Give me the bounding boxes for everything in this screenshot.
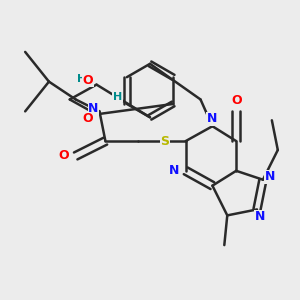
Text: N: N (169, 164, 179, 177)
Text: O: O (82, 74, 93, 87)
Text: H: H (77, 74, 86, 84)
Text: S: S (160, 135, 169, 148)
Text: O: O (58, 149, 69, 162)
Text: N: N (207, 112, 218, 125)
Text: O: O (82, 112, 93, 125)
Text: N: N (265, 170, 276, 183)
Text: H: H (113, 92, 122, 101)
Text: O: O (231, 94, 242, 107)
Text: N: N (88, 102, 99, 115)
Text: N: N (255, 210, 265, 224)
